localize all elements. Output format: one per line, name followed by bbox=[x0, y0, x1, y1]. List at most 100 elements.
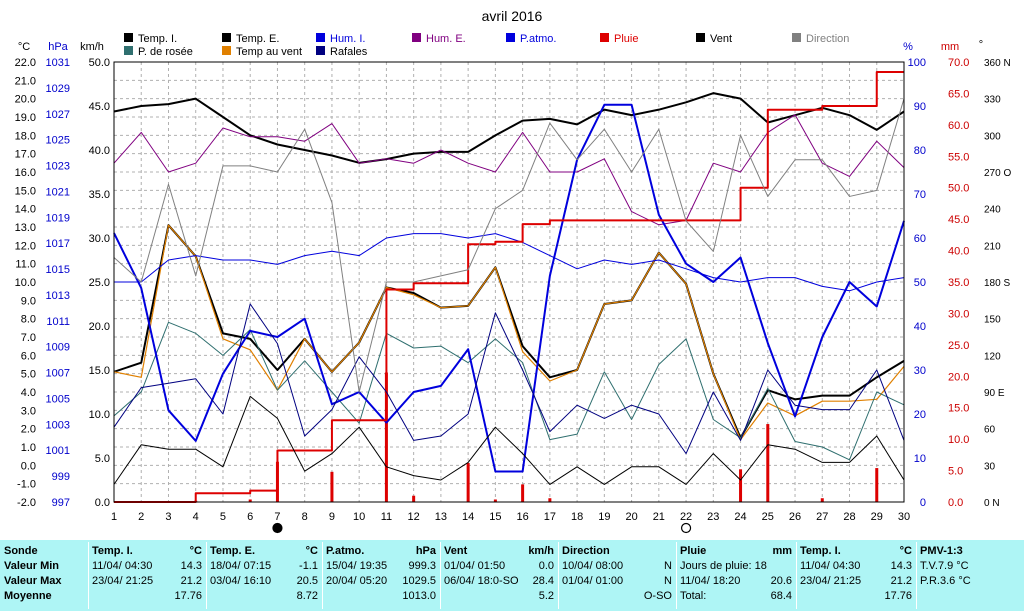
summary-col-2: Temp. E. °C 18/04/ 07:15 -1.1 03/04/ 16:10 20… bbox=[206, 540, 322, 611]
summary-value: 1013.0 bbox=[402, 590, 436, 602]
tick-label-right1: 30 bbox=[914, 365, 926, 377]
day-label: 5 bbox=[220, 511, 226, 523]
tick-label-left2: 1005 bbox=[46, 393, 70, 405]
tick-label-right1: 20 bbox=[914, 409, 926, 421]
day-label: 6 bbox=[247, 511, 253, 523]
rain-bar bbox=[820, 498, 824, 502]
day-label: 11 bbox=[381, 511, 392, 523]
summary-value: 999.3 bbox=[408, 560, 436, 572]
tick-label-right2: 30.0 bbox=[948, 308, 969, 320]
summary-value: 20.5 bbox=[296, 575, 318, 587]
tick-label-right2: 60.0 bbox=[948, 120, 969, 132]
summary-date: 06/04/ 18:0-SO bbox=[444, 575, 519, 587]
tick-label-left1: 10.0 bbox=[15, 277, 36, 289]
unit-right3: ° bbox=[979, 39, 983, 51]
series-hum-i- bbox=[114, 233, 905, 292]
day-label: 14 bbox=[462, 511, 474, 523]
summary-row-label: Valeur Min bbox=[4, 560, 60, 572]
tick-label-right3: 360 N bbox=[984, 58, 1011, 69]
tick-label-right1: 80 bbox=[914, 145, 926, 157]
tick-label-left1: 7.0 bbox=[21, 332, 36, 344]
tick-label-left2: 1009 bbox=[46, 342, 70, 354]
day-label: 30 bbox=[898, 511, 910, 523]
tick-label-left2: 997 bbox=[52, 497, 70, 509]
tick-label-right3: 0 N bbox=[984, 498, 1000, 509]
tick-label-left3: 10.0 bbox=[89, 409, 110, 421]
tick-label-left1: 11.0 bbox=[15, 259, 36, 271]
tick-label-right1: 40 bbox=[914, 321, 926, 333]
summary-date: 01/04/ 01:00 bbox=[562, 575, 624, 587]
tick-label-left1: 21.0 bbox=[15, 75, 36, 87]
summary-row-label: Valeur Max bbox=[4, 575, 62, 587]
tick-label-right2: 40.0 bbox=[948, 246, 969, 258]
series-hum-e- bbox=[113, 114, 905, 226]
tick-label-left2: 1015 bbox=[46, 264, 70, 276]
tick-label-left1: 18.0 bbox=[15, 130, 36, 142]
legend-label: Pluie bbox=[614, 33, 638, 45]
summary-unit: °C bbox=[899, 545, 912, 557]
day-label: 8 bbox=[302, 511, 308, 523]
tick-label-right3: 30 bbox=[984, 461, 996, 472]
summary-date: 20/04/ 05:20 bbox=[326, 575, 388, 587]
day-label: 9 bbox=[329, 511, 335, 523]
legend-label: Hum. I. bbox=[330, 33, 365, 45]
summary-title: PMV-1:3 bbox=[920, 545, 963, 557]
day-label: 13 bbox=[435, 511, 447, 523]
legend-label: Rafales bbox=[330, 46, 368, 58]
rain-bar bbox=[466, 463, 470, 502]
day-label: 18 bbox=[571, 511, 583, 523]
tick-label-left2: 999 bbox=[52, 471, 70, 483]
summary-date: Total: bbox=[680, 590, 707, 602]
rain-bar bbox=[248, 499, 252, 502]
summary-title: Pluie bbox=[680, 545, 707, 557]
summary-col-3: P.atmo. hPa 15/04/ 19:35 999.3 20/04/ 05:20 1… bbox=[322, 540, 440, 611]
legend-swatch bbox=[600, 33, 609, 42]
summary-value: 20.6 bbox=[770, 575, 792, 587]
day-label: 26 bbox=[789, 511, 801, 523]
day-label: 21 bbox=[653, 511, 665, 523]
summary-title: P.atmo. bbox=[326, 545, 365, 557]
tick-label-left1: 9.0 bbox=[21, 295, 36, 307]
series-pluie bbox=[114, 71, 904, 503]
rain-bar bbox=[766, 424, 770, 502]
summary-title: Temp. E. bbox=[210, 545, 256, 557]
legend-label: Temp au vent bbox=[236, 46, 302, 58]
summary-value: 21.2 bbox=[890, 575, 912, 587]
day-label: 19 bbox=[598, 511, 610, 523]
tick-label-right3: 330 bbox=[984, 95, 1001, 106]
tick-label-right1: 70 bbox=[914, 189, 926, 201]
tick-label-left1: 4.0 bbox=[21, 387, 36, 399]
tick-label-left1: 19.0 bbox=[15, 112, 36, 124]
day-label: 27 bbox=[816, 511, 828, 523]
summary-date: 23/04/ 21:25 bbox=[92, 575, 154, 587]
summary-col-8: PMV-1:3 T.V.7.9 °C P.R.3.6 °C bbox=[916, 540, 1024, 611]
tick-label-right2: 55.0 bbox=[948, 151, 969, 163]
summary-value: 8.72 bbox=[296, 590, 318, 602]
day-label: 3 bbox=[165, 511, 171, 523]
tick-label-right1: 60 bbox=[914, 233, 926, 245]
day-label: 22 bbox=[680, 511, 692, 523]
tick-label-left1: 17.0 bbox=[15, 149, 36, 161]
summary-unit: km/h bbox=[528, 545, 554, 557]
tick-label-left1: 14.0 bbox=[15, 204, 36, 216]
summary-date: 15/04/ 19:35 bbox=[326, 560, 388, 572]
tick-label-left1: 22.0 bbox=[15, 57, 36, 69]
summary-value: N bbox=[664, 560, 672, 572]
tick-label-right1: 10 bbox=[914, 453, 926, 465]
legend-swatch bbox=[316, 46, 325, 55]
tick-label-right3: 120 bbox=[984, 351, 1001, 362]
day-label: 24 bbox=[734, 511, 746, 523]
series-p-de-ros-e bbox=[113, 321, 905, 461]
tick-label-right2: 35.0 bbox=[948, 277, 969, 289]
tick-label-left1: 3.0 bbox=[21, 405, 36, 417]
tick-label-left2: 1029 bbox=[46, 83, 70, 95]
summary-col-1: Temp. I. °C 11/04/ 04:30 14.3 23/04/ 21:25 21… bbox=[88, 540, 206, 611]
tick-label-right3: 90 E bbox=[984, 388, 1005, 399]
summary-value: 21.2 bbox=[180, 575, 202, 587]
tick-label-right1: 90 bbox=[914, 101, 926, 113]
summary-value: 5.2 bbox=[538, 590, 554, 602]
legend-label: Vent bbox=[710, 33, 732, 45]
summary-value: O-SO bbox=[643, 590, 672, 602]
summary-date: 01/04/ 01:50 bbox=[444, 560, 506, 572]
summary-col-4: Vent km/h 01/04/ 01:50 0.0 06/04/ 18:0-SO 28.… bbox=[440, 540, 558, 611]
